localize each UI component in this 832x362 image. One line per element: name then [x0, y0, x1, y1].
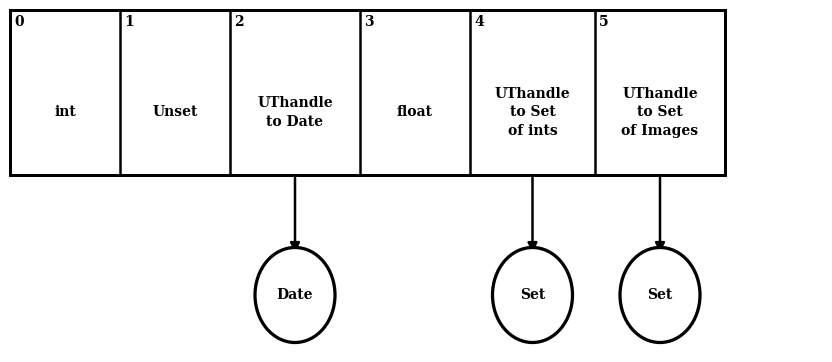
Text: float: float: [397, 105, 433, 119]
Text: 0: 0: [14, 15, 23, 29]
Text: 3: 3: [364, 15, 374, 29]
Text: 4: 4: [474, 15, 483, 29]
Text: Date: Date: [277, 288, 314, 302]
Text: Unset: Unset: [152, 105, 198, 119]
Ellipse shape: [255, 248, 335, 342]
Ellipse shape: [493, 248, 572, 342]
Text: 2: 2: [234, 15, 244, 29]
Text: Set: Set: [647, 288, 672, 302]
Text: Set: Set: [520, 288, 545, 302]
Bar: [10, 10, 725, 175]
Text: UThandle
to Set
of Images: UThandle to Set of Images: [622, 87, 699, 138]
Text: 1: 1: [124, 15, 134, 29]
Text: UThandle
to Set
of ints: UThandle to Set of ints: [495, 87, 570, 138]
Text: 5: 5: [599, 15, 609, 29]
Text: UThandle
to Date: UThandle to Date: [257, 96, 333, 129]
Ellipse shape: [620, 248, 700, 342]
Text: int: int: [54, 105, 76, 119]
